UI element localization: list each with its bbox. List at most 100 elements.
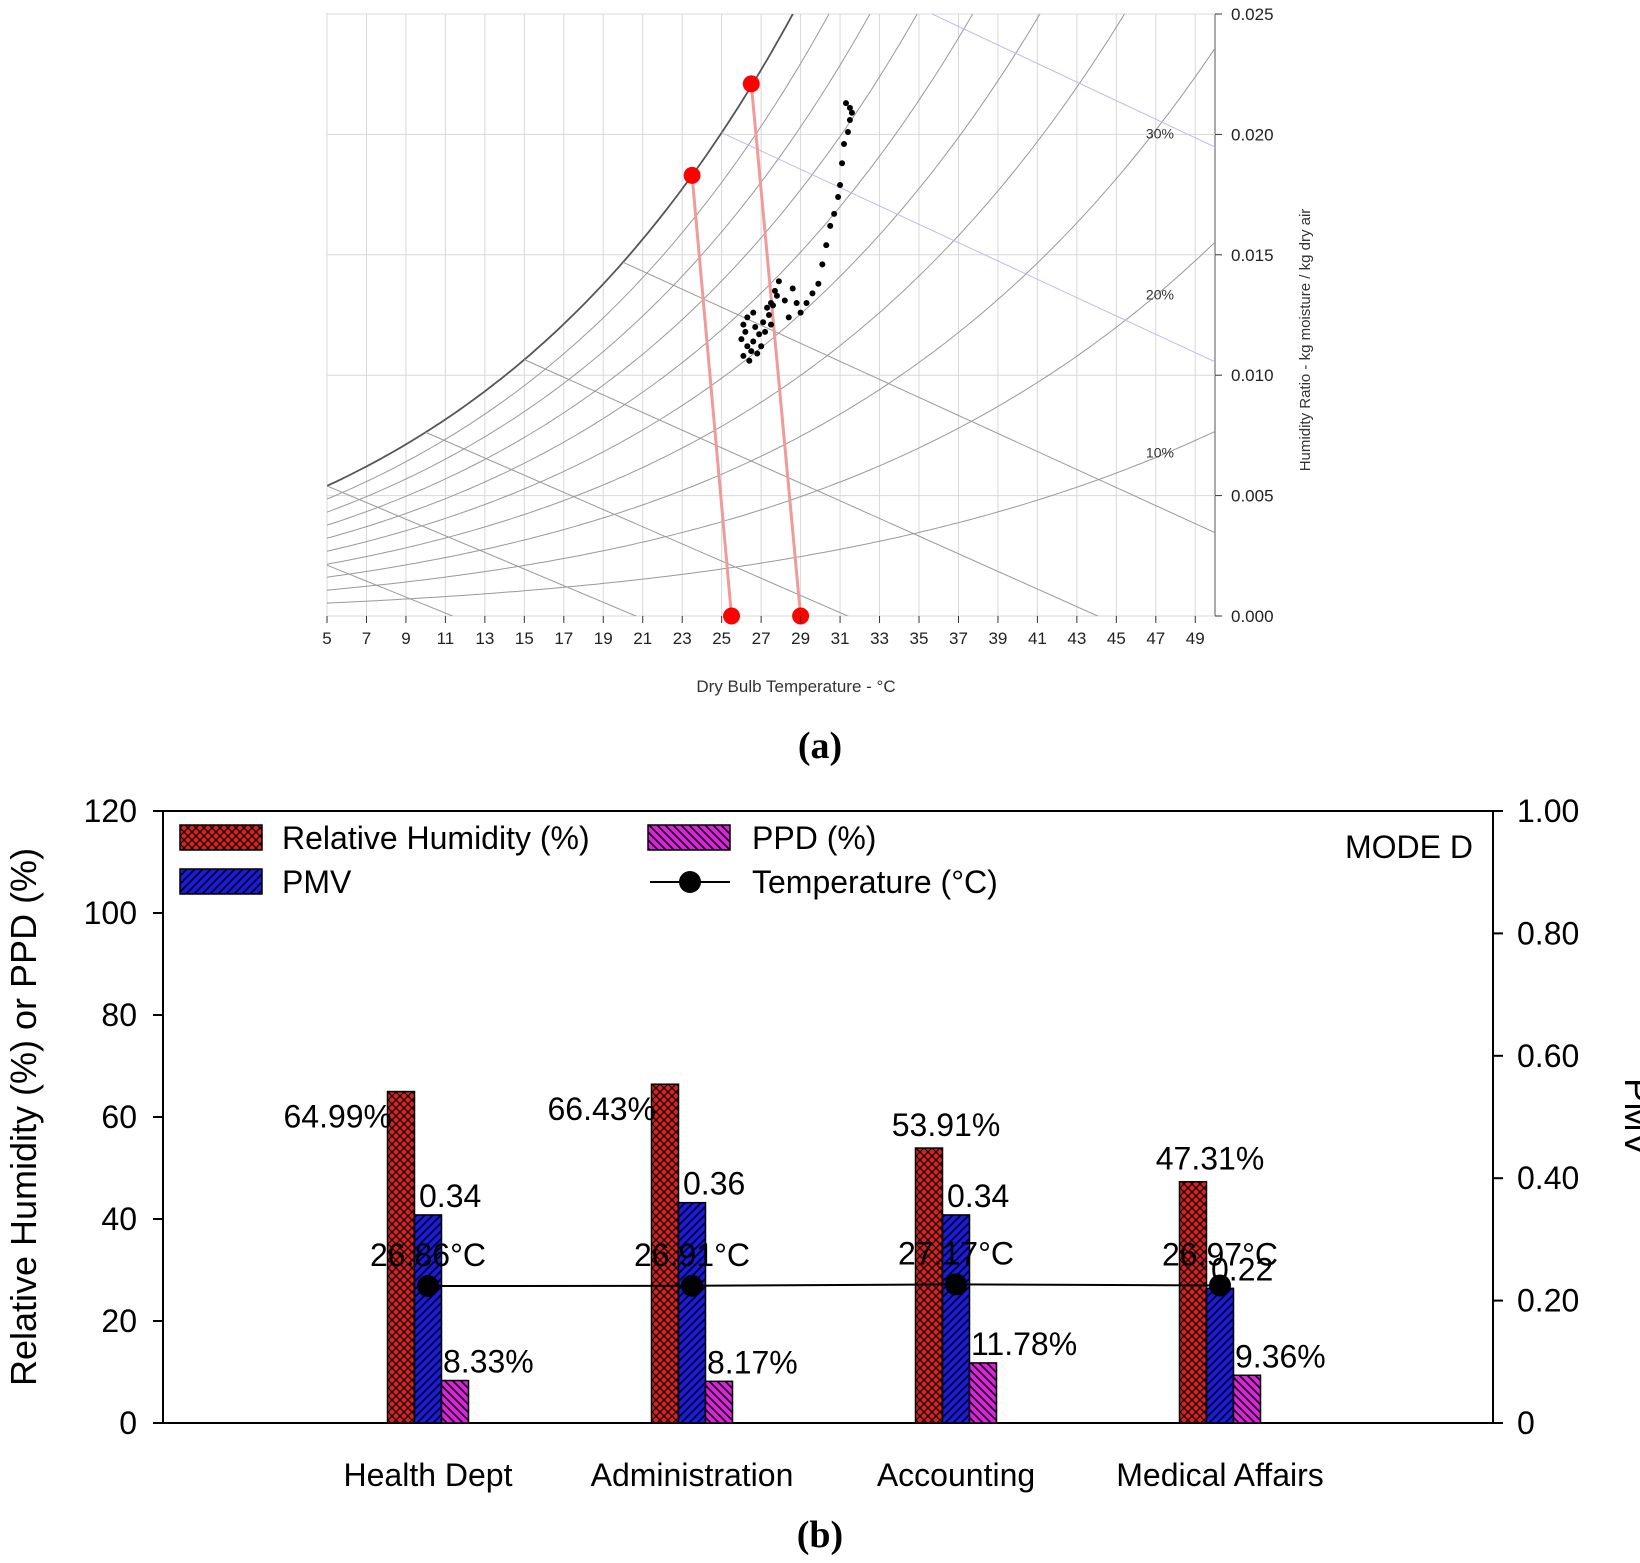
panel-a-measured-point [752, 324, 759, 331]
panel-b-right-ticks: 0 0.20 0.40 0.60 0.80 1.00 [1493, 793, 1579, 1441]
panel-a-rh-curve [327, 14, 974, 539]
panel-b-left-tick-label: 120 [84, 793, 137, 829]
panel-a-y-tick-label: 0.010 [1231, 366, 1274, 385]
panel-a-rh-curve [327, 14, 1126, 565]
panel-b-legend: Relative Humidity (%) PMV PPD (%) Temper… [179, 820, 998, 900]
panel-b-left-tick-label: 100 [84, 895, 137, 931]
bar-pmv [413, 1214, 443, 1424]
panel-b-right-tick-label: 0.60 [1517, 1038, 1579, 1074]
panel-b-data-label: 64.99% [283, 1099, 392, 1135]
panel-a-x-tick-label: 45 [1107, 629, 1126, 648]
panel-a-measured-point [744, 343, 751, 350]
panel-a-x-tick-label: 11 [437, 629, 455, 648]
panel-b-left-tick-label: 80 [101, 997, 137, 1033]
legend-label-relative-humidity: Relative Humidity (%) [282, 820, 590, 856]
panel-a-x-tick-label: 9 [401, 629, 410, 648]
panel-a-x-ticks: 5 7 9 11 13 15 17 19 21 23 25 27 29 31 33 35 37 39 41 43 45 4… [322, 616, 1205, 648]
panel-a-rh-curve [327, 14, 1041, 552]
panel-a-measured-point [748, 348, 755, 355]
panel-a-x-tick-label: 35 [910, 629, 929, 648]
panel-a-x-tick-label: 47 [1146, 629, 1165, 648]
bar-pmv [677, 1201, 707, 1424]
panel-a-measured-point [839, 160, 846, 167]
panel-b-data-label: 9.36% [1235, 1338, 1326, 1374]
panel-a-measured-point [809, 290, 816, 297]
panel-b-temperature-series-line [427, 1283, 1221, 1287]
panel-a-reference-line [690, 175, 734, 617]
panel-a-x-tick-label: 27 [752, 629, 771, 648]
panel-a-measured-point [775, 278, 782, 285]
panel-a-measured-point [768, 321, 774, 328]
bar-pmv [1205, 1287, 1235, 1424]
panel-a-measured-point [766, 312, 773, 318]
panel-b-data-label: 66.43% [547, 1091, 656, 1127]
panel-a-measured-point [740, 321, 747, 328]
bar-pmv [941, 1214, 971, 1424]
panel-a-rh-label: 30% [1146, 126, 1174, 142]
panel-a-measured-point [738, 336, 745, 343]
panel-b-right-tick-label: 1.00 [1517, 793, 1579, 829]
panel-a-rh-curve [327, 241, 1215, 591]
panel-a-reference-point [723, 607, 741, 625]
panel-b-data-label: 11.78% [971, 1326, 1077, 1362]
panel-b-category-labels: Health Dept Administration Accounting Medic… [344, 1457, 1324, 1493]
panel-a-grid [326, 13, 1215, 617]
panel-a-x-tick-label: 39 [988, 629, 1007, 648]
panel-a-enthalpy-line [327, 485, 638, 616]
panel-b-data-label: 26.97°C [1162, 1236, 1278, 1272]
panel-b-right-tick-label: 0.80 [1517, 915, 1579, 951]
panel-a-reference-point [742, 75, 760, 93]
panel-b-caption: (b) [797, 1514, 843, 1556]
panel-a-enthalpy-line [930, 14, 1215, 148]
panel-b-category-label: Health Dept [344, 1457, 513, 1493]
panel-a-rh-curve [327, 14, 830, 500]
panel-a-x-tick-label: 23 [673, 629, 692, 648]
panel-a-measured-point [815, 280, 822, 287]
bar-ppd [704, 1380, 734, 1424]
panel-a: 5 7 9 11 13 15 17 19 21 23 25 27 29 31 33 35 37 39 41 43 45 4… [322, 5, 1314, 767]
panel-a-rh-curve [327, 430, 1215, 604]
panel-b-left-tick-label: 0 [119, 1405, 137, 1441]
panel-a-measured-point [793, 299, 800, 306]
panel-a-x-tick-label: 19 [594, 629, 613, 648]
panel-a-measured-point [848, 109, 855, 116]
legend-label-pmv: PMV [282, 864, 352, 900]
bar-ppd [968, 1362, 998, 1424]
panel-a-x-tick-label: 17 [554, 629, 573, 648]
legend-marker-temperature [679, 871, 701, 893]
panel-b-data-label: 47.31% [1156, 1141, 1265, 1177]
panel-a-measured-points [738, 100, 855, 364]
bar-relative-humidity [650, 1083, 680, 1424]
panel-a-caption: (a) [798, 725, 842, 767]
panel-b-category-label: Accounting [877, 1457, 1035, 1493]
panel-b-left-tick-label: 40 [101, 1201, 137, 1237]
panel-a-x-tick-label: 15 [515, 629, 534, 648]
panel-a-measured-point [844, 128, 851, 135]
panel-b-temperature-point [681, 1274, 703, 1297]
panel-a-measured-point [789, 285, 796, 292]
panel-a-y-tick-label: 0.000 [1231, 607, 1274, 626]
panel-b-temperature-point [417, 1275, 439, 1298]
panel-a-x-tick-label: 43 [1067, 629, 1086, 648]
panel-a-measured-point [846, 104, 853, 111]
panel-a-measured-point [819, 261, 826, 268]
panel-a-measured-point [771, 287, 778, 294]
panel-a-reference-point [683, 166, 701, 184]
panel-a-rh-curves [327, 14, 1215, 604]
panel-a-measured-point [746, 357, 753, 364]
panel-b-temperature-point [1209, 1274, 1231, 1297]
panel-b-temperature-line [417, 1273, 1231, 1298]
panel-b-data-label: 27.17°C [898, 1235, 1014, 1271]
panel-a-saturation-curve [327, 14, 794, 487]
panel-a-measured-point [846, 116, 853, 123]
panel-a-measured-point [754, 350, 761, 357]
panel-b-data-label: 26.86°C [370, 1237, 486, 1273]
panel-a-x-tick-label: 31 [831, 629, 850, 648]
panel-a-rh-label: 20% [1146, 287, 1174, 303]
panel-b-right-tick-label: 0 [1517, 1405, 1535, 1441]
panel-a-y-tick-label: 0.020 [1231, 125, 1274, 144]
panel-a-measured-point [831, 210, 838, 217]
panel-a-measured-point [837, 181, 844, 188]
panel-a-rh-label: 10% [1146, 444, 1174, 460]
panel-b-category-label: Administration [591, 1457, 794, 1493]
